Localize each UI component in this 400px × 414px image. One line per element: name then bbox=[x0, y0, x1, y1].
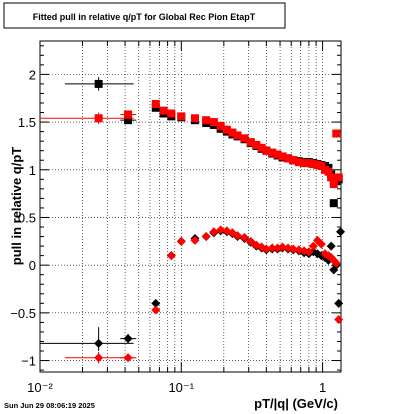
data-point bbox=[331, 258, 341, 268]
data-point bbox=[329, 180, 338, 189]
data-point bbox=[327, 173, 336, 182]
data-point bbox=[209, 118, 218, 127]
data-point bbox=[151, 305, 161, 315]
y-tick-label: −1 bbox=[21, 354, 36, 369]
data-point bbox=[190, 235, 200, 245]
data-point bbox=[336, 227, 346, 237]
data-point bbox=[177, 112, 186, 121]
y-tick-label: 0.5 bbox=[18, 210, 36, 225]
data-point bbox=[151, 99, 160, 108]
data-point bbox=[124, 110, 133, 119]
data-point bbox=[159, 106, 168, 115]
data-point bbox=[190, 114, 199, 123]
data-point bbox=[334, 298, 344, 308]
x-tick-label: 1 bbox=[319, 380, 326, 395]
data-point bbox=[94, 79, 103, 88]
data-point bbox=[284, 154, 293, 163]
timestamp: Sun Jun 29 08:06:19 2025 bbox=[4, 401, 95, 410]
data-point bbox=[222, 125, 231, 134]
data-point bbox=[289, 156, 298, 165]
data-point bbox=[151, 298, 161, 308]
plot-frame bbox=[39, 40, 342, 373]
x-tick-label: 10⁻² bbox=[27, 380, 53, 395]
data-point bbox=[304, 159, 313, 168]
data-point bbox=[277, 242, 287, 252]
data-point bbox=[202, 116, 211, 125]
chart-title: Fitted pull in relative q/pT for Global … bbox=[33, 12, 256, 22]
data-point bbox=[320, 249, 330, 259]
axes: 10⁻² 10⁻¹ 1 −1 −0.5 0 0.5 1 1.5 2 bbox=[10, 41, 341, 395]
data-point bbox=[261, 244, 271, 254]
data-point bbox=[123, 353, 133, 363]
data-point bbox=[239, 233, 249, 243]
data-point bbox=[246, 138, 255, 147]
data-point bbox=[332, 129, 341, 138]
series-3 bbox=[64, 225, 344, 364]
y-axis-label: pull in relative q/pT bbox=[9, 147, 24, 266]
data-point bbox=[267, 243, 277, 253]
data-point bbox=[246, 236, 256, 246]
data-point bbox=[94, 114, 103, 123]
data-point bbox=[240, 134, 249, 143]
data-point bbox=[308, 241, 318, 251]
data-point bbox=[176, 236, 186, 246]
data-point bbox=[324, 167, 333, 176]
x-axis-label: pT/|q| (GeV/c) bbox=[254, 396, 338, 411]
y-tick-label: 2 bbox=[29, 67, 36, 82]
data-point bbox=[216, 225, 226, 235]
data-point bbox=[294, 158, 303, 167]
data-point bbox=[167, 109, 176, 118]
data-point bbox=[252, 140, 261, 149]
data-point bbox=[288, 244, 298, 254]
data-point bbox=[94, 338, 104, 348]
data-point bbox=[216, 121, 225, 130]
data-point bbox=[262, 146, 271, 155]
data-point bbox=[233, 231, 243, 241]
data-point bbox=[228, 128, 237, 137]
grid bbox=[39, 41, 341, 372]
y-tick-label: −0.5 bbox=[10, 306, 36, 321]
data-point bbox=[233, 131, 242, 140]
series-2 bbox=[40, 226, 346, 352]
data-point bbox=[300, 159, 309, 168]
data-point bbox=[304, 247, 314, 257]
data-points bbox=[40, 77, 346, 364]
data-point bbox=[166, 251, 176, 261]
data-point bbox=[312, 249, 322, 259]
data-point bbox=[257, 143, 266, 152]
data-point bbox=[209, 227, 219, 237]
data-point bbox=[334, 173, 343, 182]
data-point bbox=[273, 150, 282, 159]
series-0 bbox=[64, 77, 343, 208]
data-point bbox=[316, 239, 326, 249]
y-tick-label: 1 bbox=[29, 163, 36, 178]
data-point bbox=[329, 199, 338, 208]
data-point bbox=[94, 353, 104, 363]
data-point bbox=[123, 334, 133, 344]
y-tick-label: 1.5 bbox=[18, 115, 36, 130]
data-point bbox=[326, 241, 336, 251]
data-point bbox=[334, 315, 344, 325]
data-point bbox=[124, 116, 133, 125]
data-point bbox=[201, 232, 211, 242]
x-tick-label: 10⁻¹ bbox=[168, 380, 194, 395]
title-box bbox=[3, 2, 286, 29]
data-point bbox=[268, 148, 277, 157]
y-tick-label: 0 bbox=[29, 258, 36, 273]
data-point bbox=[309, 160, 318, 169]
data-point bbox=[278, 152, 287, 161]
series-1 bbox=[40, 99, 343, 189]
